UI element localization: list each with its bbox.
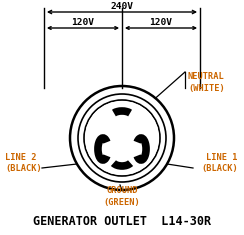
Text: LINE 1
(BLACK): LINE 1 (BLACK) xyxy=(201,153,238,173)
Text: LINE 2
(BLACK): LINE 2 (BLACK) xyxy=(5,153,42,173)
Circle shape xyxy=(85,101,159,175)
Text: 120V: 120V xyxy=(71,18,94,27)
Text: GENERATOR OUTLET  L14-30R: GENERATOR OUTLET L14-30R xyxy=(33,215,211,228)
Text: NEUTRAL
(WHITE): NEUTRAL (WHITE) xyxy=(188,72,225,93)
Text: 240V: 240V xyxy=(111,2,133,11)
Text: GROUND
(GREEN): GROUND (GREEN) xyxy=(104,186,140,207)
Circle shape xyxy=(79,94,165,181)
Text: 120V: 120V xyxy=(150,18,173,27)
